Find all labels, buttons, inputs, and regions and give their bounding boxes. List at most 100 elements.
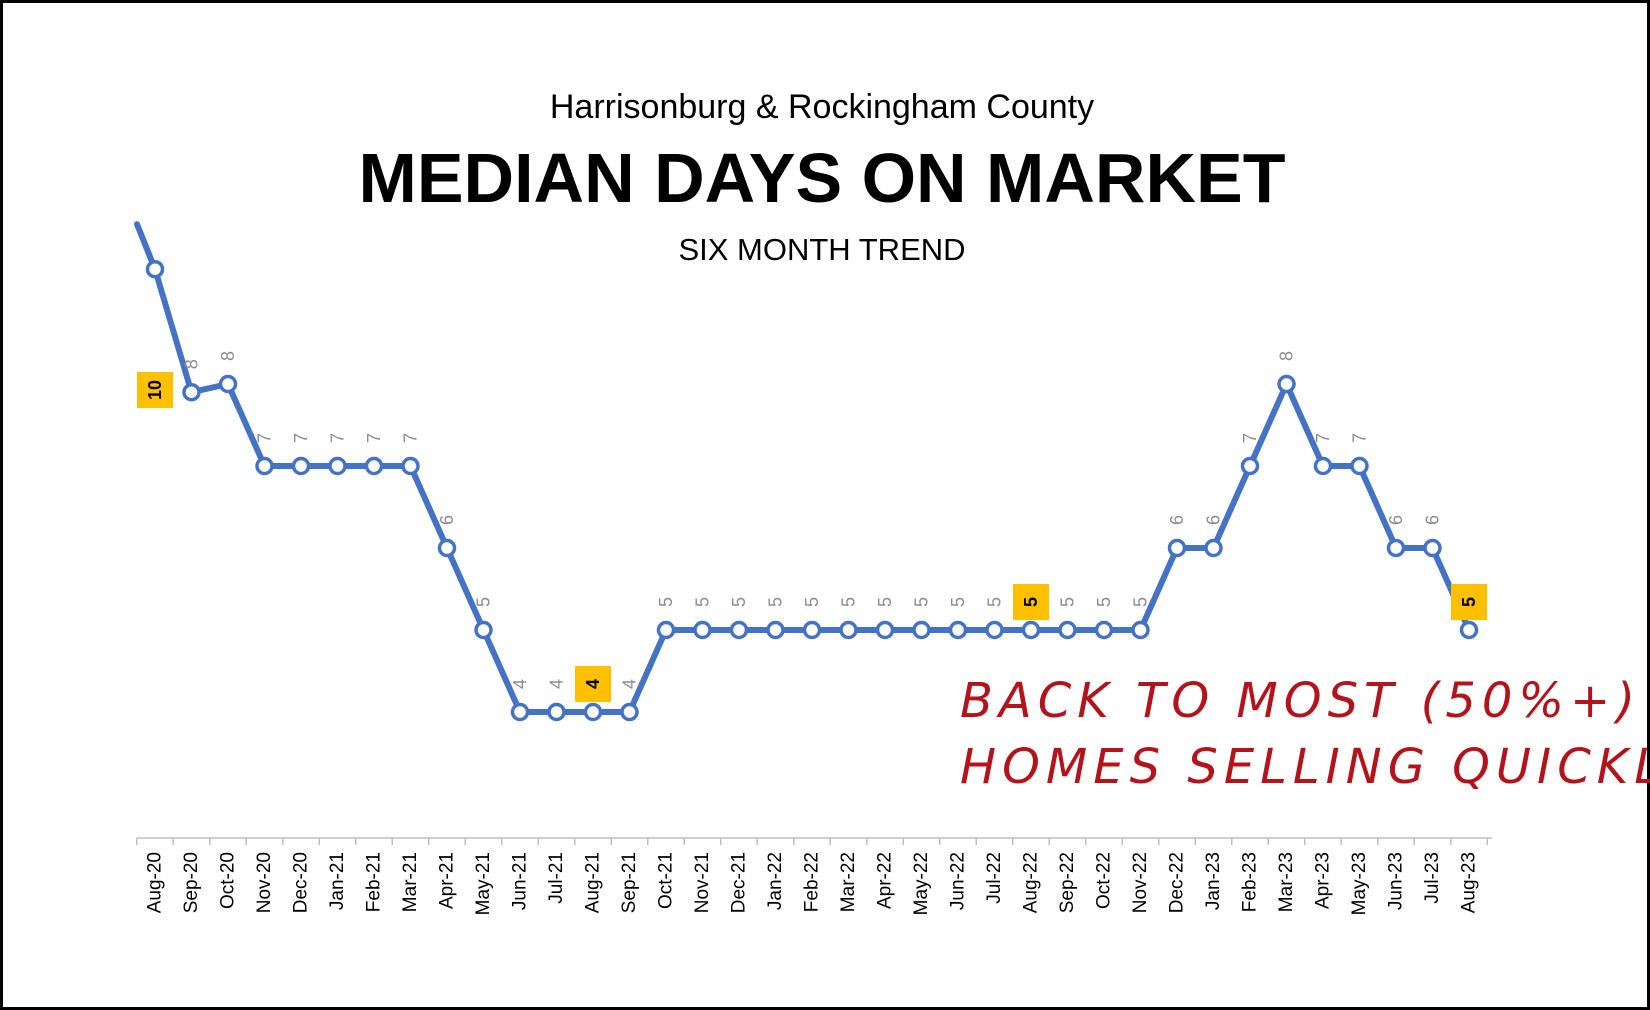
data-label-apr-21: 6 [437,515,457,525]
data-point-mar-22 [839,620,858,640]
data-point-oct-20 [218,374,238,394]
data-point-jan-23 [1204,538,1223,558]
data-point-feb-23 [1240,456,1260,476]
data-label-sep-21: 4 [620,679,640,689]
data-label-oct-20: 8 [218,351,238,361]
data-label-jun-22: 5 [948,597,968,607]
x-tick-label-aug-21: Aug-21 [583,852,604,913]
x-tick-label-apr-21: Apr-21 [437,852,458,909]
data-label-jul-22: 5 [985,597,1005,607]
data-label-highlight-aug-23 [1451,584,1487,620]
x-tick-label-apr-22: Apr-22 [875,852,896,909]
data-point-aug-21 [583,702,603,722]
data-label-may-22: 5 [912,597,932,607]
chart-subtitle: SIX MONTH TREND [678,232,966,267]
data-point-nov-20 [255,456,274,476]
data-label-jun-21: 4 [510,679,530,689]
data-label-aug-23: 5 [1459,597,1479,607]
data-label-sep-22: 5 [1058,597,1078,607]
data-label-feb-21: 7 [364,433,384,443]
x-tick-label-oct-22: Oct-22 [1094,852,1115,909]
data-point-jun-23 [1386,538,1406,558]
data-point-aug-22 [1021,620,1041,640]
x-tick-label-jan-22: Jan-22 [765,852,786,910]
x-tick-label-dec-20: Dec-20 [291,852,312,913]
x-tick-label-may-21: May-21 [473,852,494,915]
x-tick-label-jan-21: Jan-21 [327,852,348,910]
data-label-jul-21: 4 [547,679,567,689]
data-point-dec-21 [729,620,749,640]
x-tick-label-nov-20: Nov-20 [254,852,275,913]
data-label-dec-20: 7 [291,433,311,443]
x-tick-label-aug-22: Aug-22 [1021,852,1042,913]
data-point-jun-22 [948,620,968,640]
data-label-highlight-aug-22 [1013,584,1049,620]
data-point-jul-22 [985,620,1004,640]
x-tick-label-sep-21: Sep-21 [619,852,640,913]
data-point-apr-23 [1313,456,1333,476]
x-tick-label-jul-22: Jul-22 [984,852,1005,904]
x-tick-label-apr-23: Apr-23 [1313,852,1334,909]
x-tick-label-feb-21: Feb-21 [364,852,385,912]
data-label-mar-23: 8 [1277,351,1297,361]
data-point-may-21 [474,620,493,640]
x-tick-label-aug-23: Aug-23 [1459,852,1480,913]
data-label-sep-20: 8 [182,359,202,369]
x-tick-label-jun-23: Jun-23 [1386,852,1407,910]
x-tick-label-may-22: May-22 [911,852,932,915]
x-tick-label-sep-20: Sep-20 [181,852,202,913]
x-tick-label-may-23: May-23 [1349,852,1370,915]
data-label-apr-23: 7 [1313,433,1333,443]
data-point-may-22 [912,620,931,640]
data-label-nov-22: 5 [1131,597,1151,607]
data-label-oct-21: 5 [656,597,676,607]
data-label-oct-22: 5 [1094,597,1114,607]
data-label-aug-21: 4 [583,679,603,689]
data-label-jan-22: 5 [766,597,786,607]
data-label-highlight-aug-21 [575,666,611,702]
data-point-sep-20 [182,382,201,402]
data-point-oct-22 [1094,620,1114,640]
data-label-apr-22: 5 [875,597,895,607]
data-label-dec-22: 6 [1167,515,1187,525]
data-point-may-23 [1350,456,1369,476]
data-label-aug-22: 5 [1021,597,1041,607]
data-point-dec-20 [291,456,311,476]
x-tick-label-dec-22: Dec-22 [1167,852,1188,913]
data-point-sep-22 [1058,620,1077,640]
x-tick-label-mar-22: Mar-22 [838,852,859,912]
x-tick-label-jun-21: Jun-21 [510,852,531,910]
x-tick-label-oct-20: Oct-20 [218,852,239,909]
x-tick-label-jun-22: Jun-22 [948,852,969,910]
data-label-mar-22: 5 [839,597,859,607]
data-point-aug-20 [145,259,165,279]
data-label-feb-23: 7 [1240,433,1260,443]
x-tick-label-jul-21: Jul-21 [546,852,567,904]
data-label-mar-21: 7 [401,433,421,443]
data-point-jun-21 [510,702,530,722]
chart-title: MEDIAN DAYS ON MARKET [358,139,1286,217]
data-point-jan-22 [766,620,785,640]
x-tick-label-jan-23: Jan-23 [1203,852,1224,910]
data-point-nov-22 [1131,620,1150,640]
data-point-jul-21 [547,702,566,722]
x-tick-label-nov-21: Nov-21 [692,852,713,913]
x-tick-label-sep-22: Sep-22 [1057,852,1078,913]
data-point-oct-21 [656,620,676,640]
data-label-jan-23: 6 [1204,515,1224,525]
data-point-apr-21 [437,538,457,558]
x-tick-label-oct-21: Oct-21 [656,852,677,909]
data-point-mar-23 [1277,374,1296,394]
data-label-jun-23: 6 [1386,515,1406,525]
data-label-aug-20: 10 [145,380,165,400]
data-point-sep-21 [620,702,639,722]
data-label-jul-23: 6 [1423,515,1443,525]
data-point-apr-22 [875,620,895,640]
data-label-jan-21: 7 [328,433,348,443]
annotation-line-2: HOMES SELLING QUICKLY [960,739,1650,795]
data-label-nov-21: 5 [693,597,713,607]
x-tick-label-nov-22: Nov-22 [1130,852,1151,913]
annotation-line-1: BACK TO MOST (50%+) [960,673,1641,729]
data-point-aug-23 [1459,620,1479,640]
